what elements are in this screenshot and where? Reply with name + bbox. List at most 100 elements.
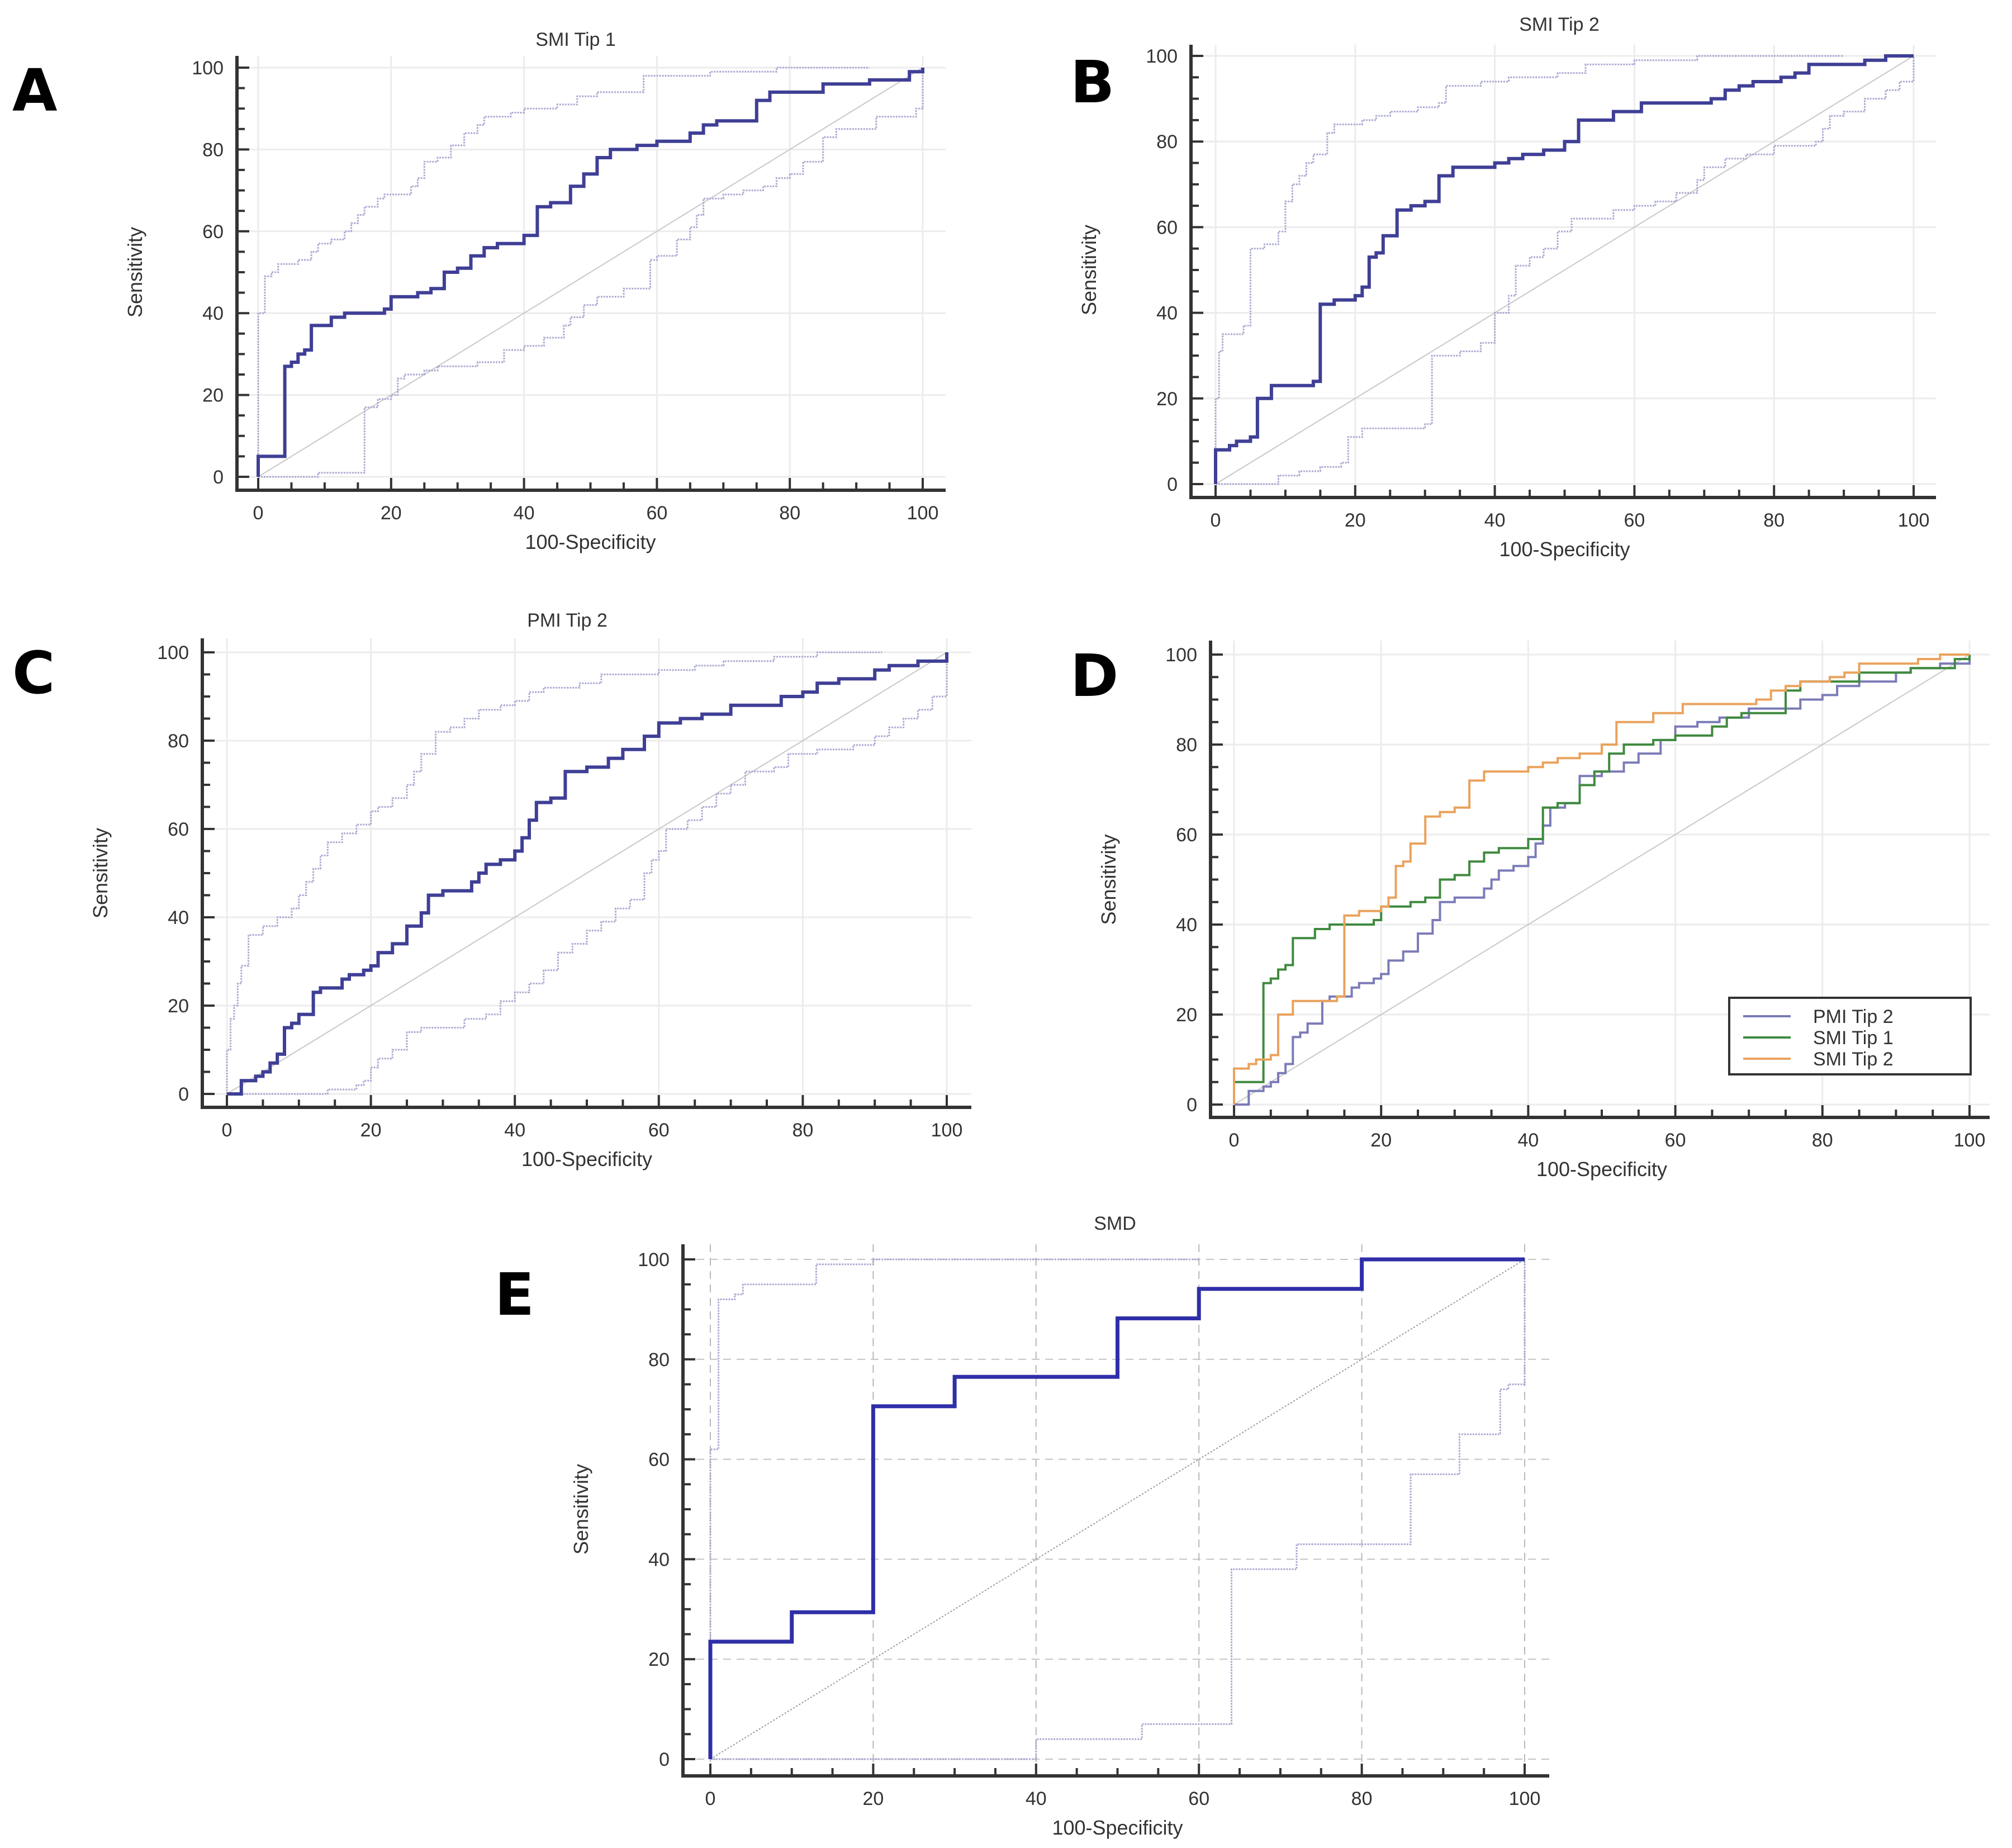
legend-label: SMI Tip 1 [1813,1027,1894,1049]
series-reference [710,1259,1525,1760]
panel-b: 0 20 40 60 80 100 0 20 40 60 80 100 100-Specificity S… [1070,14,1936,561]
y-tick-label: 40 [648,1549,670,1570]
panel-a: 0 20 40 60 80 100 0 20 40 60 80 100 100-Specificity S… [12,29,946,553]
y-tick-label: 80 [168,731,189,752]
y-tick-label: 40 [202,303,224,324]
panel-d: 0 20 40 60 80 100 0 20 40 60 80 100 100-Specificity S… [1070,641,1990,1181]
series-reference [258,67,923,477]
y-tick-label: 60 [648,1449,670,1471]
y-tick-label: 0 [659,1749,670,1770]
x-tick-label: 20 [360,1120,382,1141]
x-tick-label: 20 [1370,1130,1392,1151]
series-roc [257,68,924,477]
y-tick-label: 60 [1176,825,1197,846]
y-tick-label: 20 [168,996,189,1017]
x-tick-label: 0 [1211,510,1221,531]
plot-title: PMI Tip 2 [527,610,608,631]
y-tick-label: 60 [1156,217,1178,238]
y-tick-label: 40 [1156,303,1178,324]
series-roc [1214,54,1914,484]
x-tick-label: 0 [705,1788,716,1809]
y-tick-label: 80 [1176,735,1197,756]
y-tick-label: 100 [1165,645,1197,666]
series-smi-tip-2 [1233,653,1970,1105]
y-tick-label: 100 [1146,46,1178,67]
y-tick-label: 80 [648,1349,670,1371]
x-tick-label: 0 [222,1120,232,1141]
y-axis-title: Sensitivity [1078,225,1100,315]
legend-box [1728,997,1972,1075]
y-axis-title: Sensitivity [89,828,112,918]
y-tick-label: 100 [157,642,189,664]
series-ci-lower [1216,56,1915,485]
y-tick-label: 100 [638,1249,670,1271]
series-ci-lower [227,652,948,1095]
x-axis-title: 100-Specificity [1499,538,1630,561]
panel-letter: D [1070,642,1118,710]
y-tick-label: 20 [202,385,224,406]
x-tick-label: 40 [1517,1130,1539,1151]
x-tick-label: 20 [1345,510,1366,531]
panel-letter: B [1070,48,1114,116]
y-tick-label: 40 [1176,914,1197,936]
y-tick-label: 20 [1156,388,1178,410]
x-tick-label: 100 [1509,1788,1541,1809]
x-tick-label: 60 [1665,1130,1686,1151]
y-tick-label: 20 [648,1649,670,1670]
series-reference [1233,654,1970,1105]
x-tick-label: 60 [646,503,667,524]
legend-label: SMI Tip 2 [1813,1049,1894,1070]
x-tick-label: 100 [931,1120,963,1141]
y-axis-title: Sensitivity [1097,834,1120,925]
y-tick-label: 20 [1176,1004,1197,1026]
panel-c: 0 20 40 60 80 100 0 20 40 60 80 100 100-Specificity S… [12,610,971,1171]
series-roc [708,1257,1525,1759]
y-tick-label: 0 [213,467,224,488]
x-tick-label: 0 [253,503,264,524]
x-tick-label: 80 [792,1120,813,1141]
x-axis-title: 100-Specificity [1536,1158,1667,1181]
x-axis-title: 100-Specificity [1052,1816,1183,1839]
panel-letter: A [12,56,58,125]
y-tick-label: 0 [1187,1094,1197,1116]
y-tick-label: 0 [1167,474,1178,495]
x-tick-label: 80 [779,503,800,524]
x-tick-label: 80 [1351,1788,1373,1809]
series-ci-upper [1214,55,1844,484]
plot-title: SMI Tip 1 [535,29,616,50]
y-tick-label: 60 [202,221,224,243]
x-tick-label: 80 [1763,510,1785,531]
series-ci-lower [258,68,924,478]
x-tick-label: 0 [1229,1130,1240,1151]
x-tick-label: 100 [1898,510,1930,531]
series-pmi-tip-2 [1234,655,1971,1106]
x-axis-title: 100-Specificity [521,1148,652,1171]
x-tick-label: 60 [1188,1788,1209,1809]
y-tick-label: 80 [202,139,224,160]
x-tick-label: 20 [862,1788,884,1809]
x-tick-label: 40 [504,1120,525,1141]
series-ci-upper [257,67,870,477]
panel-letter: C [12,639,55,707]
x-tick-label: 60 [1624,510,1645,531]
legend-label: PMI Tip 2 [1813,1006,1894,1027]
x-tick-label: 40 [1484,510,1506,531]
x-tick-label: 80 [1812,1130,1833,1151]
x-tick-label: 40 [514,503,535,524]
plot-title: SMD [1094,1213,1136,1234]
x-tick-label: 100 [907,503,939,524]
series-ci-upper [226,651,882,1094]
y-tick-label: 0 [178,1084,189,1105]
panel-letter: E [495,1261,534,1329]
y-tick-label: 60 [168,819,189,840]
y-axis-title: Sensitivity [124,227,146,318]
x-tick-label: 100 [1954,1130,1986,1151]
y-tick-label: 40 [168,907,189,928]
x-axis-title: 100-Specificity [525,530,656,553]
series-ci-upper [709,1258,1199,1759]
series-reference [226,652,947,1094]
series-roc [227,652,948,1096]
x-tick-label: 20 [381,503,402,524]
y-tick-label: 100 [192,58,224,79]
